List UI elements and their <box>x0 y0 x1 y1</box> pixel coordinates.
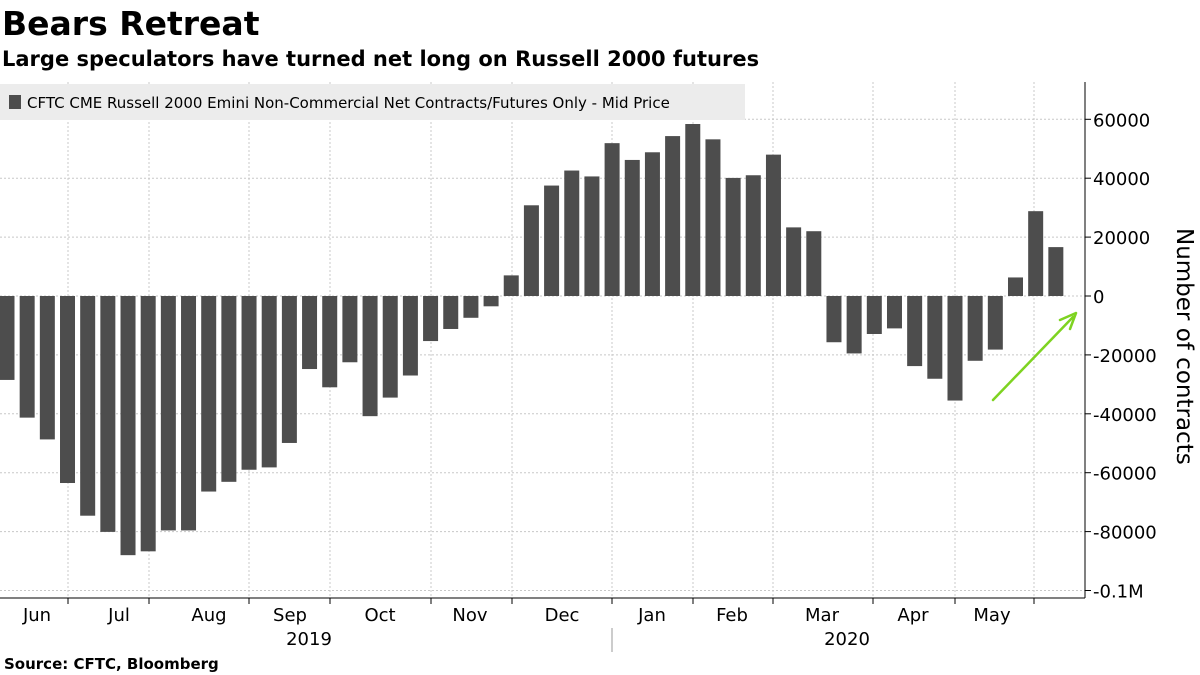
bar <box>0 296 15 380</box>
annotations <box>991 311 1078 402</box>
bar <box>765 154 781 296</box>
x-month-label: Feb <box>716 605 748 626</box>
x-month-label: May <box>973 605 1011 626</box>
trend-arrow-head <box>1058 311 1078 331</box>
y-axis-label: Number of contracts <box>1171 228 1197 465</box>
bar <box>80 296 96 516</box>
bar <box>322 296 338 388</box>
y-tick-label: -80000 <box>1093 523 1157 544</box>
legend-box <box>0 84 745 120</box>
bar <box>725 177 741 296</box>
bar <box>584 176 600 296</box>
x-year-label: 2020 <box>824 629 870 650</box>
bar <box>362 296 378 417</box>
bar <box>967 296 983 361</box>
bar <box>19 296 35 418</box>
bar <box>140 296 156 552</box>
legend-swatch <box>9 95 21 109</box>
bar <box>302 296 318 370</box>
bar <box>221 296 237 482</box>
bar <box>60 296 76 484</box>
bar <box>866 296 882 334</box>
bar <box>1028 211 1044 296</box>
bar <box>423 296 439 342</box>
x-month-label: Nov <box>452 605 487 626</box>
bar <box>503 275 519 296</box>
bar <box>907 296 923 367</box>
bar <box>382 296 398 398</box>
bar <box>160 296 176 531</box>
bar <box>261 296 277 468</box>
x-axis: Jun Jul Aug Sep Oct Nov Dec Jan Feb Mar Apr May 2019… <box>0 597 1085 652</box>
y-tick-label: -60000 <box>1093 464 1157 485</box>
source-note: Source: CFTC, Bloomberg <box>4 655 219 673</box>
bar <box>927 296 943 379</box>
y-tick-label: -40000 <box>1093 405 1157 426</box>
bar <box>846 296 862 354</box>
bar-series <box>0 124 1064 556</box>
legend-label: CFTC CME Russell 2000 Emini Non-Commerci… <box>27 94 670 112</box>
bar <box>463 296 479 318</box>
bar <box>886 296 902 329</box>
bar <box>826 296 842 343</box>
bar <box>241 296 257 470</box>
x-month-label: Oct <box>364 605 395 626</box>
bar <box>483 296 499 307</box>
bar <box>644 152 660 296</box>
bar <box>604 143 620 296</box>
chart-subtitle: Large speculators have turned net long o… <box>2 47 760 71</box>
bar <box>402 296 418 376</box>
bar <box>120 296 136 556</box>
y-tick-label: 60000 <box>1093 110 1150 131</box>
bar <box>685 124 701 296</box>
bar <box>564 170 580 296</box>
bar <box>705 139 721 296</box>
bar <box>39 296 55 440</box>
y-axis: 60000 40000 20000 0 -20000 -40000 -60000 -80000… <box>1084 82 1197 603</box>
x-month-label: Sep <box>273 605 307 626</box>
x-month-label: Dec <box>545 605 580 626</box>
x-month-label: Apr <box>897 605 929 626</box>
chart-title: Bears Retreat <box>2 4 260 43</box>
bar <box>745 175 761 296</box>
y-tick-label: 0 <box>1093 287 1104 308</box>
x-year-label: 2019 <box>286 629 332 650</box>
bar <box>443 296 459 329</box>
bar <box>181 296 197 531</box>
y-tick-label: 20000 <box>1093 228 1150 249</box>
bar <box>100 296 116 532</box>
bar <box>342 296 358 363</box>
bar <box>786 227 802 296</box>
x-month-label: Jun <box>22 605 51 626</box>
y-tick-label: -20000 <box>1093 346 1157 367</box>
x-month-label: Jan <box>637 605 666 626</box>
bar <box>1008 277 1023 296</box>
bar <box>523 205 539 296</box>
bar <box>947 296 963 401</box>
bar <box>987 296 1003 350</box>
bar <box>624 159 640 296</box>
bar <box>201 296 217 492</box>
legend: CFTC CME Russell 2000 Emini Non-Commerci… <box>0 84 745 120</box>
y-tick-label: -0.1M <box>1093 582 1144 603</box>
bar <box>544 185 560 296</box>
x-month-label: Aug <box>191 605 226 626</box>
trend-arrow-shaft <box>991 315 1075 402</box>
bar <box>281 296 297 443</box>
bar <box>665 136 681 296</box>
x-month-label: Jul <box>107 605 130 626</box>
bar <box>1048 247 1064 296</box>
bar <box>806 231 822 296</box>
y-tick-label: 40000 <box>1093 169 1150 190</box>
x-month-label: Mar <box>805 605 840 626</box>
